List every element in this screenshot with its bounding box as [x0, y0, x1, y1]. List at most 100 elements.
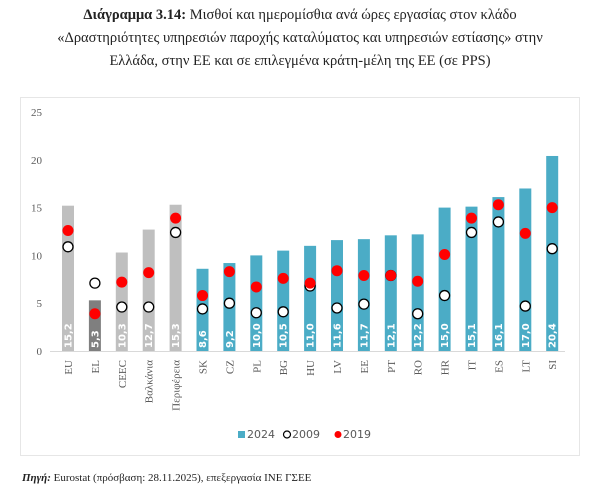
marker-2019: [143, 267, 155, 279]
bar-labels: 15,2 5,3 10,3 12,7 15,3 8,6 9,2 10,0 10,5 11,0 11,…: [64, 323, 559, 348]
x-tick-label: BG: [278, 360, 290, 375]
bar-2024: [304, 245, 317, 351]
marker-2019: [250, 281, 262, 293]
y-axis: 0 5 10 15 20 25: [31, 107, 43, 358]
source-note: Πηγή: Eurostat (πρόσβαση: 28.11.2025), ε…: [22, 472, 311, 484]
bar-2024: [250, 255, 263, 351]
legend-label-2019: 2019: [343, 428, 371, 441]
marker-2009: [62, 241, 74, 253]
bar-data-label: 5,3: [90, 330, 101, 348]
x-tick-label: Βαλκάνια: [144, 360, 156, 403]
marker-2019: [492, 199, 504, 211]
legend: 2024 2009 2019: [238, 428, 371, 441]
marker-2009: [250, 307, 262, 319]
marker-2019: [62, 225, 74, 237]
marker-2019: [385, 269, 397, 281]
bar-data-label: 15,0: [440, 323, 451, 348]
x-tick-label: PL: [251, 360, 263, 373]
x-tick-label: SK: [198, 360, 210, 374]
bar-data-label: 12,1: [386, 323, 397, 348]
bars: [62, 155, 559, 351]
bar-data-label: 16,1: [494, 323, 505, 348]
x-tick-label: ES: [493, 360, 505, 373]
bar-data-label: 20,4: [548, 323, 559, 348]
chart-title: Διάγραμμα 3.14: Μισθοί και ημερομίσθια α…: [0, 4, 600, 73]
y-tick-label: 25: [31, 107, 43, 119]
marker-2019: [223, 266, 235, 278]
bar-data-label: 15,2: [64, 323, 75, 348]
x-tick-label: LV: [332, 360, 344, 374]
x-tick-label: SI: [547, 360, 559, 370]
bar-2024: [384, 235, 397, 351]
marker-2009: [546, 243, 558, 255]
legend-swatch-2024: [238, 431, 245, 438]
marker-2019: [466, 212, 477, 224]
bar-data-label: 10,5: [279, 323, 290, 348]
x-tick-label: RO: [413, 360, 425, 375]
x-tick-label: CEEC: [117, 360, 129, 388]
marker-2009: [196, 303, 209, 315]
bar-2024: [411, 234, 424, 351]
y-tick-label: 5: [37, 298, 43, 310]
marker-2009: [89, 277, 101, 289]
x-tick-label: HR: [440, 359, 452, 375]
markers-2019: [62, 199, 558, 320]
bar-2024: [438, 207, 451, 351]
marker-2019: [546, 202, 558, 214]
marker-2009: [412, 308, 424, 320]
marker-2019: [170, 212, 182, 224]
bar-2024: [357, 239, 370, 351]
bar-data-label: 11,6: [333, 323, 344, 348]
marker-2009: [223, 297, 236, 309]
bar-data-label: 9,2: [225, 330, 236, 348]
legend-swatch-2019: [334, 431, 342, 438]
marker-2009: [277, 306, 289, 318]
title-line-1: Μισθοί και ημερομίσθια ανά ώρες εργασίας…: [189, 7, 517, 23]
bar-data-label: 11,0: [306, 323, 317, 348]
x-tick-label: Περιφέρεια: [171, 360, 183, 411]
x-tick-label: HU: [305, 360, 317, 376]
bar-data-label: 12,2: [413, 323, 424, 348]
y-tick-label: 20: [31, 155, 43, 167]
bar-data-label: 15,3: [171, 323, 182, 348]
marker-2009: [492, 216, 505, 228]
title-line-2: «Δραστηριότητες υπηρεσιών παροχής καταλύ…: [57, 30, 543, 46]
marker-2019: [277, 272, 289, 284]
marker-2009: [465, 226, 478, 239]
bar-data-label: 12,7: [144, 323, 155, 348]
legend-label-2024: 2024: [247, 428, 275, 441]
y-tick-label: 15: [31, 203, 43, 215]
marker-2019: [331, 265, 343, 277]
marker-2009: [169, 226, 182, 239]
bar-data-label: 17,0: [521, 323, 532, 348]
bar-2024: [465, 206, 478, 351]
bar-2024: [492, 197, 505, 351]
legend-label-2009: 2009: [292, 428, 320, 441]
legend-swatch-2009: [282, 430, 292, 439]
marker-2009: [519, 300, 531, 312]
marker-2009: [143, 301, 155, 313]
x-tick-label: EE: [359, 360, 371, 374]
chart-frame: [20, 97, 580, 456]
x-tick-label: EL: [90, 360, 102, 374]
bar-2024: [142, 229, 155, 351]
marker-2019: [197, 290, 208, 302]
marker-2019: [116, 276, 128, 288]
marker-2019: [358, 269, 370, 281]
bar-data-label: 8,6: [198, 330, 209, 348]
marker-2019: [519, 227, 531, 239]
x-tick-label: LT: [520, 360, 532, 373]
source-label: Πηγή:: [22, 472, 51, 484]
y-tick-label: 0: [37, 346, 43, 358]
bar-2024: [169, 204, 182, 351]
marker-2009: [116, 301, 128, 313]
marker-2019: [304, 277, 316, 289]
bar-data-label: 10,0: [252, 323, 263, 348]
bar-data-label: 11,7: [359, 323, 370, 348]
source-text: Eurostat (πρόσβαση: 28.11.2025), επεξεργ…: [53, 472, 312, 484]
marker-2009: [438, 289, 451, 302]
x-axis: EU EL CEEC Βαλκάνια Περιφέρεια SK CZ PL BG HU LV EE…: [63, 359, 559, 410]
x-tick-label: IT: [467, 360, 479, 371]
marker-2009: [331, 302, 343, 314]
